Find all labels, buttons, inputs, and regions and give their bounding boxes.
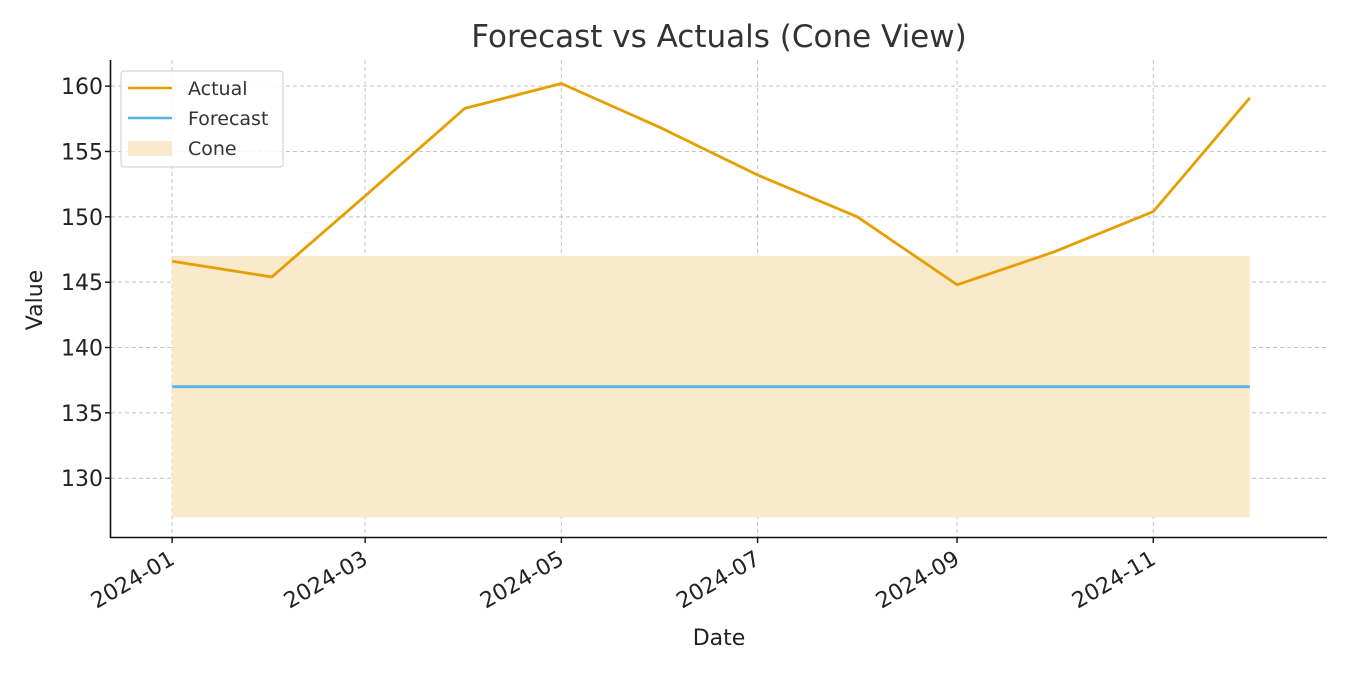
legend: Actual Forecast Cone <box>120 70 284 168</box>
x-tick-label: 2024-11 <box>1068 547 1160 615</box>
actual-line <box>171 82 1251 287</box>
y-axis-label: Value <box>23 270 48 330</box>
series-lines <box>171 82 1251 389</box>
x-tick-label: 2024-01 <box>87 547 179 615</box>
y-ticks: 130 135 140 145 150 155 160 <box>61 75 111 492</box>
legend-label-cone: Cone <box>188 138 237 160</box>
y-tick-label: 130 <box>61 467 103 492</box>
axes <box>109 60 1327 539</box>
x-tick-label: 2024-05 <box>476 547 568 615</box>
x-axis-label: Date <box>693 626 746 651</box>
y-tick-label: 135 <box>61 402 103 427</box>
y-tick-label: 160 <box>61 75 103 100</box>
legend-swatch-cone <box>128 141 172 156</box>
legend-label-forecast: Forecast <box>188 108 268 130</box>
x-tick-label: 2024-03 <box>280 547 372 615</box>
x-tick-label: 2024-09 <box>872 547 964 615</box>
legend-label-actual: Actual <box>188 78 248 100</box>
y-tick-label: 140 <box>61 337 103 362</box>
y-tick-label: 150 <box>61 206 103 231</box>
y-tick-label: 155 <box>61 140 103 165</box>
y-tick-label: 145 <box>61 271 103 296</box>
chart-title: Forecast vs Actuals (Cone View) <box>471 19 966 55</box>
x-ticks: 2024-01 2024-03 2024-05 2024-07 2024-09 2024-… <box>87 537 1160 614</box>
x-tick-label: 2024-07 <box>672 547 764 615</box>
